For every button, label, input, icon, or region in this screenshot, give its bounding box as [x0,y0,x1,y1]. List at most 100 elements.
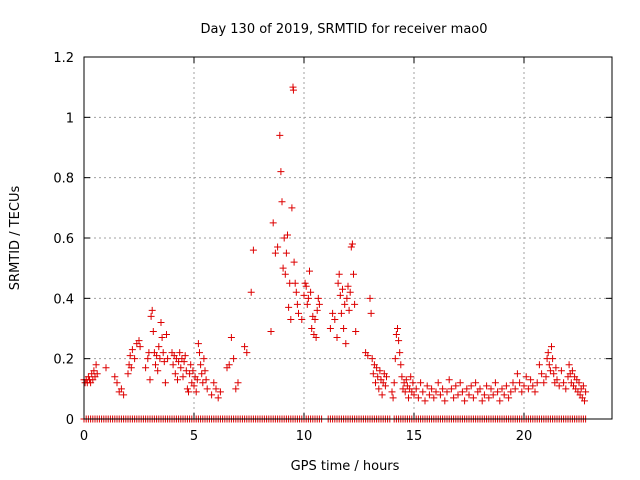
data-point [454,391,462,399]
y-tick-label: 0.6 [53,232,74,247]
data-point [366,294,374,302]
data-point [533,379,541,387]
data-point [394,325,401,332]
data-point [171,370,179,378]
data-point [522,373,530,381]
data-point [343,294,351,302]
data-point [396,349,404,357]
y-tick-label: 0 [66,413,74,428]
data-point [156,355,164,363]
data-point [348,240,356,248]
data-point [367,309,375,317]
data-point [234,379,242,387]
data-point [214,394,222,402]
data-point [311,315,319,323]
data-point [439,385,447,393]
data-point [291,279,299,287]
data-point [290,258,298,266]
data-point [342,340,350,348]
data-point [344,282,352,290]
data-point [300,291,308,299]
data-point [192,388,200,396]
data-point [164,355,172,363]
data-point [93,370,101,378]
data-point [200,355,208,363]
data-point [443,388,451,396]
data-point [345,306,353,314]
axis-ticks: 0 0.2 0.4 0.6 0.8 1 1.2 0 5 10 15 20 [53,51,612,444]
data-point [158,334,166,342]
data-point [350,270,357,278]
data-point [190,382,198,390]
data-point [124,370,132,378]
x-tick-label: 20 [516,429,533,444]
data-point [378,391,386,399]
data-point [230,355,238,363]
data-point [421,397,429,405]
data-point [445,376,453,384]
data-point [339,285,346,293]
data-point [489,391,497,399]
data-point [550,370,558,378]
data-point [447,385,455,393]
data-point [306,267,313,275]
data-point [285,303,293,311]
data-point [199,379,207,387]
data-point [193,376,201,384]
data-point [494,388,502,396]
data-point [491,379,499,387]
data-point [582,388,590,396]
data-point [579,382,587,390]
data-point [472,379,480,387]
chart-title: Day 130 of 2019, SRMTID for receiver mao… [200,22,487,37]
data-point [500,391,508,399]
data-point [295,309,302,317]
data-point [405,394,412,402]
data-point [542,373,550,381]
data-point [461,397,469,405]
data-point [560,379,568,387]
data-point [92,361,100,369]
data-point [434,379,442,387]
data-point [546,367,554,375]
data-point [113,379,121,387]
data-point [565,361,573,369]
data-point [476,385,484,393]
data-point [127,364,135,372]
data-point [397,361,405,369]
data-point [381,382,389,390]
data-point [131,355,139,363]
data-point [485,394,493,402]
data-point [185,388,192,396]
data-point [518,388,526,396]
data-point [395,337,403,345]
data-point [278,198,286,206]
data-point [337,309,345,317]
data-point [469,394,477,402]
data-point [276,131,284,139]
data-point [169,361,177,369]
data-point [545,361,553,369]
data-point [208,391,216,399]
data-point [568,367,576,375]
y-axis-label: SRMTID / TECUs [8,186,23,291]
data-point [458,388,466,396]
data-point [203,385,211,393]
data-point [147,312,155,320]
data-point [467,382,475,390]
data-point [524,385,532,393]
data-point [307,288,315,296]
y-tick-label: 0.4 [53,292,74,307]
data-point [335,270,343,278]
data-point [180,358,188,366]
x-axis-label: GPS time / hours [291,459,400,474]
data-point [428,385,436,393]
data-point [315,300,323,308]
data-point [552,364,560,372]
data-point [161,379,169,387]
data-point [425,391,433,399]
data-point [575,379,583,387]
data-point [176,349,184,357]
